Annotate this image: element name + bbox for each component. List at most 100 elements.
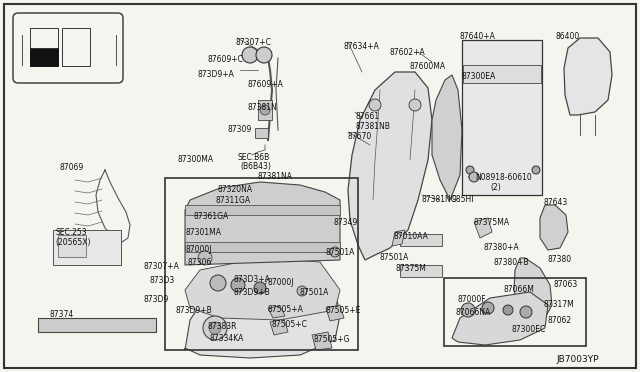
Circle shape <box>242 47 258 63</box>
Text: 87000F: 87000F <box>458 295 486 304</box>
Text: 87505+G: 87505+G <box>313 335 349 344</box>
Text: 87066NA: 87066NA <box>455 308 490 317</box>
Text: 873D9+B: 873D9+B <box>233 288 269 297</box>
Bar <box>400 265 442 277</box>
Polygon shape <box>185 282 340 358</box>
Polygon shape <box>348 72 432 260</box>
Bar <box>38 318 156 332</box>
Text: 87643: 87643 <box>543 198 567 207</box>
Polygon shape <box>185 182 340 265</box>
Text: 87380+A: 87380+A <box>484 243 520 252</box>
Bar <box>53 230 121 265</box>
Text: 87320NA: 87320NA <box>218 185 253 194</box>
Circle shape <box>203 316 227 340</box>
Bar <box>444 278 586 346</box>
Text: 87063: 87063 <box>554 280 579 289</box>
Bar <box>185 205 340 215</box>
Circle shape <box>198 251 212 265</box>
Text: 87374: 87374 <box>50 310 74 319</box>
Text: 873D3: 873D3 <box>150 276 175 285</box>
Text: 87317M: 87317M <box>544 300 575 309</box>
Polygon shape <box>540 205 568 250</box>
Polygon shape <box>514 258 552 320</box>
Bar <box>58 235 86 257</box>
Bar <box>30 48 58 66</box>
Polygon shape <box>312 332 332 350</box>
Polygon shape <box>185 258 340 320</box>
Text: 87306: 87306 <box>188 258 212 267</box>
Text: 87300EC: 87300EC <box>511 325 545 334</box>
Text: 873D9+B: 873D9+B <box>175 306 212 315</box>
Text: 86400: 86400 <box>556 32 580 41</box>
Circle shape <box>469 172 479 182</box>
Text: 873D9+A: 873D9+A <box>198 70 235 79</box>
Polygon shape <box>326 305 344 321</box>
Text: 87062: 87062 <box>548 316 572 325</box>
Circle shape <box>466 166 474 174</box>
Text: 87383R: 87383R <box>207 322 237 331</box>
Polygon shape <box>270 319 288 335</box>
Bar <box>165 178 358 350</box>
Text: JB7003YP: JB7003YP <box>556 355 598 364</box>
Circle shape <box>260 105 270 115</box>
Text: 87661: 87661 <box>355 112 379 121</box>
Text: 87301MA: 87301MA <box>186 228 222 237</box>
Text: 873D3+A: 873D3+A <box>233 275 270 284</box>
Text: 87300MA: 87300MA <box>177 155 213 164</box>
Text: 87381NC: 87381NC <box>422 195 457 204</box>
Text: 87300EA: 87300EA <box>462 72 496 81</box>
Text: 87334KA: 87334KA <box>210 334 244 343</box>
Text: SEC.253: SEC.253 <box>55 228 86 237</box>
Bar <box>400 234 442 246</box>
Bar <box>185 242 340 252</box>
Text: 873D9: 873D9 <box>143 295 168 304</box>
Text: 87501A: 87501A <box>326 248 355 257</box>
Text: 87609+A: 87609+A <box>248 80 284 89</box>
Circle shape <box>532 166 540 174</box>
Text: 87505+C: 87505+C <box>272 320 308 329</box>
Text: N08918-60610: N08918-60610 <box>475 173 532 182</box>
Polygon shape <box>564 38 612 115</box>
Text: 985HI: 985HI <box>452 195 474 204</box>
Bar <box>62 28 90 66</box>
Circle shape <box>231 278 245 292</box>
Text: 87381NB: 87381NB <box>355 122 390 131</box>
Text: (2): (2) <box>490 183 500 192</box>
Polygon shape <box>392 230 405 246</box>
Text: 87375M: 87375M <box>396 264 427 273</box>
Text: 87381NA: 87381NA <box>258 172 293 181</box>
Polygon shape <box>268 306 285 318</box>
Circle shape <box>210 275 226 291</box>
Text: 87640+A: 87640+A <box>459 32 495 41</box>
Circle shape <box>254 282 266 294</box>
Circle shape <box>330 247 340 257</box>
Text: 87670: 87670 <box>348 132 372 141</box>
Circle shape <box>297 286 307 296</box>
Text: 87600MA: 87600MA <box>409 62 445 71</box>
Text: 87609+C: 87609+C <box>207 55 243 64</box>
Bar <box>258 100 272 120</box>
Polygon shape <box>255 128 268 138</box>
Text: SEC.B6B: SEC.B6B <box>237 153 269 162</box>
Text: 87380+B: 87380+B <box>493 258 529 267</box>
Polygon shape <box>474 218 492 238</box>
Polygon shape <box>452 292 548 345</box>
Text: (B6B43): (B6B43) <box>240 162 271 171</box>
Text: 87501A: 87501A <box>300 288 330 297</box>
Bar <box>30 28 58 66</box>
Text: 87307+A: 87307+A <box>143 262 179 271</box>
Text: 87000J: 87000J <box>186 245 212 254</box>
Bar <box>462 40 542 195</box>
Text: 87634+A: 87634+A <box>344 42 380 51</box>
Text: 87505+A: 87505+A <box>268 305 304 314</box>
Text: 87307+C: 87307+C <box>235 38 271 47</box>
Circle shape <box>461 303 475 317</box>
Text: 87010AA: 87010AA <box>394 232 429 241</box>
Text: 87380: 87380 <box>548 255 572 264</box>
Text: 87505+E: 87505+E <box>326 306 362 315</box>
Circle shape <box>482 302 494 314</box>
Circle shape <box>520 306 532 318</box>
Polygon shape <box>432 75 462 200</box>
Circle shape <box>256 47 272 63</box>
Text: 87361GA: 87361GA <box>193 212 228 221</box>
